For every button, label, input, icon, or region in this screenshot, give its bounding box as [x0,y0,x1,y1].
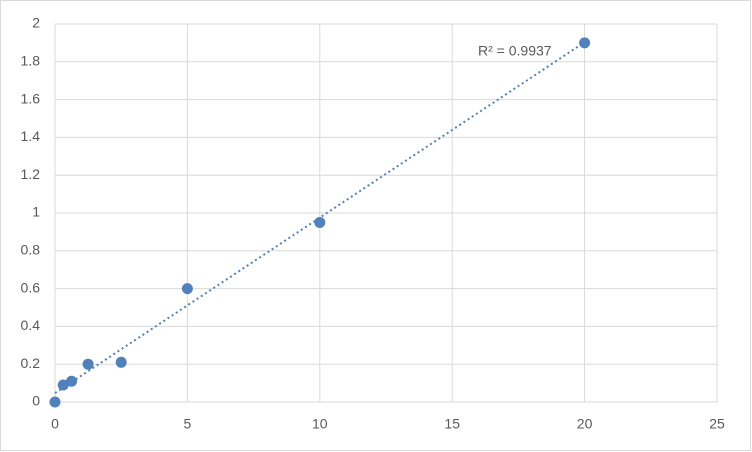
point [579,37,591,49]
y-tick-label: 0.2 [21,355,41,371]
point [82,358,94,370]
point [57,379,69,391]
y-tick-label: 0 [32,393,40,409]
y-tick-label: 1 [32,204,40,220]
y-tick-label: 1.6 [21,90,41,106]
x-tick-label: 20 [577,416,593,432]
x-tick-label: 25 [709,416,725,432]
x-tick-label: 10 [312,416,328,432]
trendline [54,41,586,394]
x-tick-label: 15 [444,416,460,432]
annotation: R² = 0.9937 [478,43,552,59]
point [115,356,127,368]
point [181,283,193,295]
point [49,396,61,408]
y-tick-label: 2 [32,15,40,31]
y-tick-label: 1.2 [21,166,41,182]
point [314,216,326,228]
x-tick-label: 5 [184,416,192,432]
y-tick-label: 0.4 [21,317,41,333]
y-tick-label: 1.8 [21,53,41,69]
y-tick-label: 1.4 [21,128,41,144]
y-tick-label: 0.6 [21,279,41,295]
point [66,375,78,387]
x-tick-label: 0 [51,416,59,432]
y-tick-label: 0.8 [21,242,41,258]
